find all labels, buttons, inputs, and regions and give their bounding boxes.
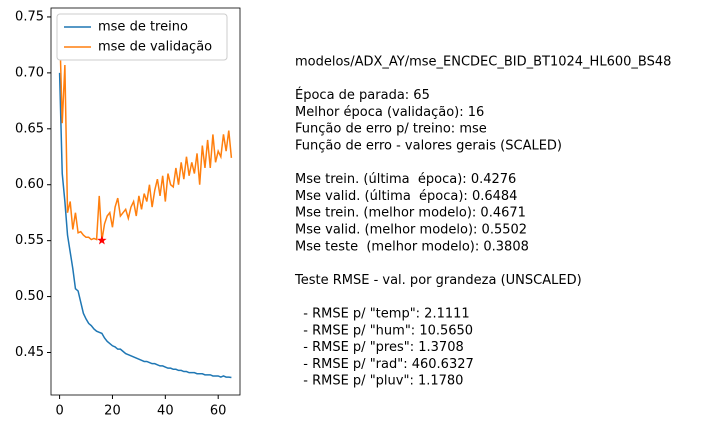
annotation-line: Mse trein. (última época): 0.4276 [295, 172, 516, 187]
annotation-line: - RMSE p/ "rad": 460.6327 [295, 357, 474, 372]
x-tick-label: 20 [104, 404, 121, 419]
series-line [58, 72, 232, 379]
x-tick-label: 60 [210, 404, 227, 419]
annotation-line: Mse trein. (melhor modelo): 0.4671 [295, 206, 526, 221]
x-tick-label: 40 [157, 404, 174, 419]
series-line [58, 25, 233, 241]
annotation-line: Melhor época (validação): 16 [295, 105, 484, 120]
annotation-line: Função de erro p/ treino: mse [295, 122, 487, 137]
y-tick-label: 0.45 [15, 345, 44, 360]
y-tick-label: 0.75 [15, 9, 44, 24]
annotation-line: Teste RMSE - val. por grandeza (UNSCALED… [294, 273, 582, 288]
annotation-line: Função de erro - valores gerais (SCALED) [295, 139, 562, 154]
axes-frame [50, 7, 241, 396]
y-tick-label: 0.50 [15, 289, 44, 304]
legend-label: mse de validação [98, 40, 212, 55]
annotation-line: - RMSE p/ "temp": 2.1111 [295, 307, 470, 322]
annotation-line: Época de parada: 65 [295, 87, 430, 103]
legend-box [56, 13, 228, 61]
annotation-line: modelos/ADX_AY/mse_ENCDEC_BID_BT1024_HL6… [295, 55, 671, 70]
y-tick-label: 0.70 [15, 65, 44, 80]
y-tick-label: 0.65 [15, 121, 44, 136]
annotation-line: Mse valid. (última época): 0.6484 [295, 189, 517, 204]
annotation-line: Mse valid. (melhor modelo): 0.5502 [295, 223, 527, 238]
legend-label: mse de treino [98, 20, 188, 35]
annotation-line: - RMSE p/ "pres": 1.3708 [295, 340, 464, 355]
best-marker [97, 235, 107, 245]
annotation-line: Mse teste (melhor modelo): 0.3808 [295, 239, 529, 254]
annotation-line: - RMSE p/ "pluv": 1.1780 [295, 374, 463, 389]
x-tick-label: 0 [55, 404, 63, 419]
legend: mse de treino mse de validação [56, 13, 228, 61]
y-tick-label: 0.60 [15, 177, 44, 192]
annotation-line: - RMSE p/ "hum": 10.5650 [295, 323, 473, 338]
y-tick-label: 0.55 [15, 233, 44, 248]
